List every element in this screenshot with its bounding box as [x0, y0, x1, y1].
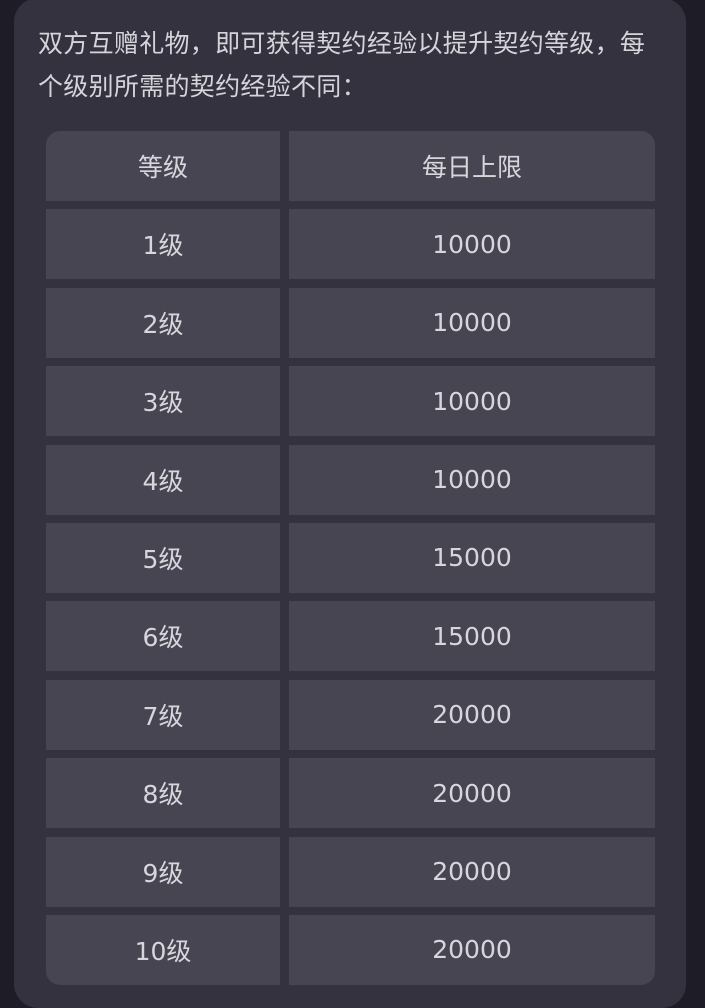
table-row: 7级 20000 — [46, 679, 655, 750]
level-cell: 6级 — [46, 601, 280, 672]
table-row: 2级 10000 — [46, 287, 655, 358]
level-cell: 1级 — [46, 209, 280, 280]
level-cell: 9级 — [46, 836, 280, 907]
table-row: 3级 10000 — [46, 366, 655, 437]
daily-limit-cell: 10000 — [289, 209, 655, 280]
header-daily-limit: 每日上限 — [289, 131, 655, 201]
daily-limit-cell: 15000 — [289, 601, 655, 672]
table-row: 9级 20000 — [46, 836, 655, 907]
daily-limit-cell: 10000 — [289, 287, 655, 358]
daily-limit-cell: 15000 — [289, 522, 655, 593]
level-cell: 8级 — [46, 758, 280, 829]
level-cell: 5级 — [46, 522, 280, 593]
table-row: 6级 15000 — [46, 601, 655, 672]
header-level: 等级 — [46, 131, 280, 201]
daily-limit-cell: 20000 — [289, 914, 655, 985]
table-row: 8级 20000 — [46, 758, 655, 829]
table-row: 1级 10000 — [46, 209, 655, 280]
daily-limit-cell: 20000 — [289, 758, 655, 829]
daily-limit-cell: 10000 — [289, 366, 655, 437]
table-row: 5级 15000 — [46, 522, 655, 593]
level-cell: 2级 — [46, 287, 280, 358]
daily-limit-cell: 20000 — [289, 836, 655, 907]
level-cell: 3级 — [46, 366, 280, 437]
daily-limit-cell: 10000 — [289, 444, 655, 515]
daily-limit-cell: 20000 — [289, 679, 655, 750]
level-cell: 10级 — [46, 914, 280, 985]
level-cell: 7级 — [46, 679, 280, 750]
intro-text: 双方互赠礼物，即可获得契约经验以提升契约等级，每个级别所需的契约经验不同： — [38, 29, 646, 101]
table-header-row: 等级 每日上限 — [46, 131, 655, 201]
level-table: 等级 每日上限 1级 10000 2级 10000 3级 10000 4级 10000 5级 15… — [46, 131, 655, 993]
table-row: 10级 20000 — [46, 914, 655, 985]
table-row: 4级 10000 — [46, 444, 655, 515]
level-cell: 4级 — [46, 444, 280, 515]
